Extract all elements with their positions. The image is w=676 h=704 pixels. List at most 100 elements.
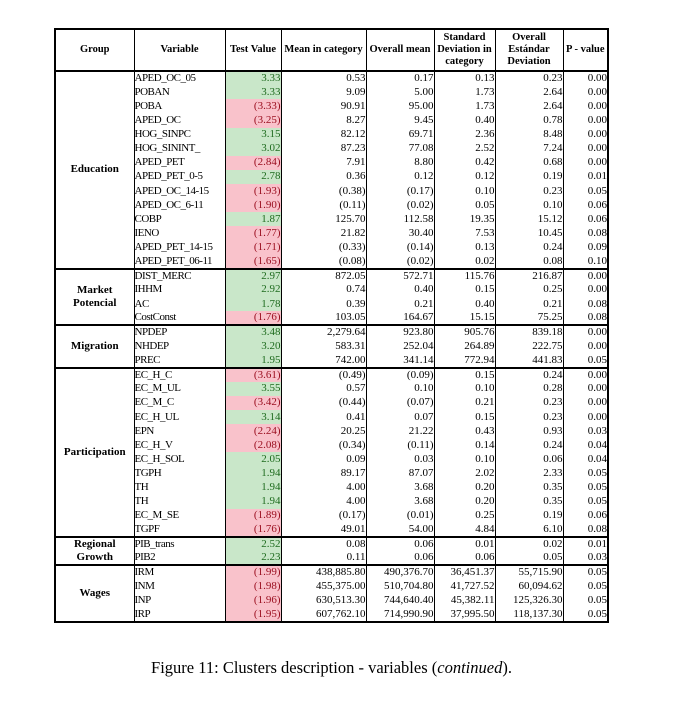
- table-row: TGPF (1.76) 49.01 54.00 4.84 6.10 0.08: [55, 523, 609, 538]
- overall-std-dev-cell: 118,137.30: [494, 607, 564, 622]
- clusters-table: Group Variable Test Value Mean in catego…: [54, 28, 609, 623]
- test-value-cell: (1.93): [224, 184, 282, 199]
- std-dev-in-category-cell: 0.15: [433, 366, 496, 382]
- table-row: TH 1.94 4.00 3.68 0.20 0.35 0.05: [55, 494, 609, 509]
- variable-cell: EC_M_SE: [133, 508, 226, 523]
- p-value-cell: 0.08: [562, 297, 609, 312]
- group-label: Market Potencial: [54, 267, 135, 326]
- variable-cell: EC_H_C: [133, 366, 226, 382]
- std-dev-in-category-cell: 0.25: [433, 508, 496, 523]
- mean-in-category-cell: (0.08): [280, 254, 367, 269]
- p-value-cell: 0.08: [562, 523, 609, 538]
- variable-cell: IENO: [133, 226, 226, 241]
- overall-mean-cell: 744,640.40: [365, 593, 435, 608]
- test-value-cell: (2.84): [224, 155, 282, 170]
- std-dev-in-category-cell: 0.01: [433, 536, 496, 552]
- mean-in-category-cell: (0.44): [280, 395, 367, 410]
- test-value-cell: 1.87: [224, 212, 282, 227]
- variable-cell: APED_OC_14-15: [133, 184, 226, 199]
- variable-cell: POBA: [133, 99, 226, 114]
- std-dev-in-category-cell: 0.05: [433, 198, 496, 213]
- p-value-cell: 0.05: [562, 494, 609, 509]
- overall-mean-cell: 0.21: [365, 297, 435, 312]
- std-dev-in-category-cell: 1.73: [433, 85, 496, 100]
- table-row: EPN (2.24) 20.25 21.22 0.43 0.93 0.03: [55, 424, 609, 439]
- overall-std-dev-cell: 2.33: [494, 466, 564, 481]
- variable-cell: IRP: [133, 607, 226, 622]
- overall-mean-cell: 3.68: [365, 494, 435, 509]
- std-dev-in-category-cell: 0.15: [433, 410, 496, 425]
- test-value-cell: 3.33: [224, 71, 282, 86]
- p-value-cell: 0.04: [562, 438, 609, 453]
- std-dev-in-category-cell: 0.43: [433, 424, 496, 439]
- p-value-cell: 0.08: [562, 226, 609, 241]
- variable-cell: TGPH: [133, 466, 226, 481]
- p-value-cell: 0.05: [562, 184, 609, 199]
- test-value-cell: (1.71): [224, 240, 282, 255]
- overall-std-dev-cell: 2.64: [494, 99, 564, 114]
- overall-std-dev-cell: 0.02: [494, 536, 564, 552]
- p-value-cell: 0.00: [562, 410, 609, 425]
- overall-mean-cell: (0.09): [365, 366, 435, 382]
- overall-std-dev-cell: 0.10: [494, 198, 564, 213]
- test-value-cell: (1.99): [224, 564, 282, 580]
- table-row: Migration NPDEP 3.48 2,279.64 923.80 905.76 83…: [54, 324, 609, 368]
- overall-mean-cell: 30.40: [365, 226, 435, 241]
- std-dev-in-category-cell: 4.84: [433, 523, 496, 538]
- p-value-cell: 0.00: [562, 282, 609, 297]
- overall-mean-cell: 21.22: [365, 424, 435, 439]
- overall-mean-cell: 0.40: [365, 282, 435, 297]
- variable-cell: COBP: [133, 212, 226, 227]
- overall-mean-cell: 164.67: [365, 311, 435, 326]
- overall-std-dev-cell: 6.10: [494, 523, 564, 538]
- std-dev-in-category-cell: 36,451.37: [433, 564, 496, 580]
- variable-cell: INM: [133, 579, 226, 594]
- overall-std-dev-cell: 0.23: [494, 71, 564, 86]
- std-dev-in-category-cell: 2.36: [433, 127, 496, 142]
- p-value-cell: 0.00: [562, 127, 609, 142]
- test-value-cell: 2.52: [224, 536, 282, 552]
- test-value-cell: (3.61): [224, 366, 282, 382]
- p-value-cell: 0.00: [562, 99, 609, 114]
- std-dev-in-category-cell: 0.13: [433, 240, 496, 255]
- mean-in-category-cell: 0.09: [280, 452, 367, 467]
- std-dev-in-category-cell: 0.40: [433, 297, 496, 312]
- p-value-cell: 0.01: [562, 169, 609, 184]
- overall-mean-cell: 0.03: [365, 452, 435, 467]
- table-row: HOG_SINPC 3.15 82.12 69.71 2.36 8.48 0.00: [55, 127, 609, 142]
- overall-std-dev-cell: 75.25: [494, 311, 564, 326]
- variable-cell: APED_PET_0-5: [133, 169, 226, 184]
- mean-in-category-cell: 455,375.00: [280, 579, 367, 594]
- std-dev-in-category-cell: 19.35: [433, 212, 496, 227]
- table-row: EC_H_SOL 2.05 0.09 0.03 0.10 0.06 0.04: [55, 452, 609, 467]
- std-dev-in-category-cell: 0.12: [433, 169, 496, 184]
- test-value-cell: 3.48: [224, 324, 282, 340]
- mean-in-category-cell: 8.27: [280, 113, 367, 128]
- p-value-cell: 0.05: [562, 466, 609, 481]
- p-value-cell: 0.00: [562, 395, 609, 410]
- std-dev-in-category-cell: 0.10: [433, 452, 496, 467]
- std-dev-in-category-cell: 45,382.11: [433, 593, 496, 608]
- table-row: EC_H_V (2.08) (0.34) (0.11) 0.14 0.24 0.04: [55, 438, 609, 453]
- overall-mean-cell: (0.01): [365, 508, 435, 523]
- test-value-cell: (3.42): [224, 395, 282, 410]
- test-value-cell: (2.24): [224, 424, 282, 439]
- mean-in-category-cell: 89.17: [280, 466, 367, 481]
- overall-mean-cell: 0.17: [365, 71, 435, 86]
- overall-std-dev-cell: 0.24: [494, 366, 564, 382]
- mean-in-category-cell: (0.34): [280, 438, 367, 453]
- p-value-cell: 0.00: [562, 366, 609, 382]
- p-value-cell: 0.06: [562, 198, 609, 213]
- table-row: NHDEP 3.20 583.31 252.04 264.89 222.75 0.00: [55, 339, 609, 354]
- caption-italic: continued: [437, 658, 503, 677]
- std-dev-in-category-cell: 2.02: [433, 466, 496, 481]
- table-row: IENO (1.77) 21.82 30.40 7.53 10.45 0.08: [55, 226, 609, 241]
- table-row: APED_PET_14-15 (1.71) (0.33) (0.14) 0.13 0.24…: [55, 240, 609, 255]
- mean-in-category-cell: 103.05: [280, 311, 367, 326]
- mean-in-category-cell: 0.74: [280, 282, 367, 297]
- p-value-cell: 0.00: [562, 339, 609, 354]
- test-value-cell: (1.98): [224, 579, 282, 594]
- variable-cell: EC_M_C: [133, 395, 226, 410]
- table-row: POBA (3.33) 90.91 95.00 1.73 2.64 0.00: [55, 99, 609, 114]
- variable-cell: AC: [133, 297, 226, 312]
